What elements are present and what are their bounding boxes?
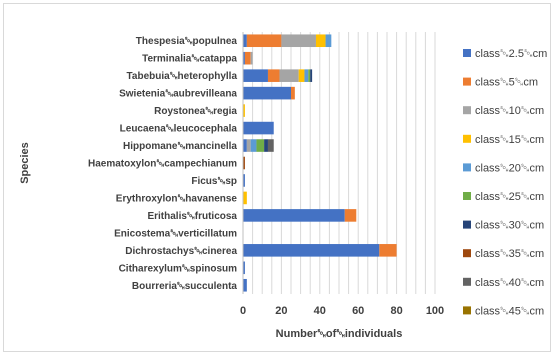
- x-tick-label: 100: [426, 305, 444, 317]
- species-label: Erithalis␁fruticosa: [147, 211, 237, 222]
- bar-segment: [243, 139, 247, 152]
- legend-swatch: [463, 77, 471, 86]
- bar-segment: [243, 191, 247, 205]
- bar-segment: [256, 139, 265, 152]
- bar-segment: [243, 278, 247, 292]
- bar-segment: [267, 69, 280, 82]
- bar-segment: [243, 244, 380, 257]
- stacked-bar-chart: Thespesia␁populnea Terminalia␁catappa Tabe…: [19, 32, 547, 340]
- legend-label: class␁20␁cm: [475, 162, 544, 174]
- legend-swatch: [463, 49, 471, 57]
- bar-segment: [267, 139, 274, 152]
- bar-segment: [344, 209, 357, 222]
- legend-swatch: [463, 306, 471, 315]
- species-label: Swietenia␁aubrevilleana: [119, 89, 237, 100]
- bar-segment: [264, 139, 268, 152]
- legend-label: class␁25␁cm: [475, 191, 544, 203]
- species-label: Haematoxylon␁campechianum: [88, 159, 237, 170]
- bar-segment: [243, 121, 274, 135]
- bar-segment: [243, 86, 291, 100]
- legend-swatch: [463, 192, 471, 200]
- species-label: Dichrostachys␁cinerea: [125, 246, 237, 257]
- species-label: Enicostema␁verticillatum: [114, 228, 237, 239]
- x-tick-label: 20: [275, 305, 287, 317]
- legend-label: class␁2.5␁cm: [475, 48, 547, 60]
- x-tick-labels: 0 20 40 60 80 100: [240, 305, 444, 317]
- bar-segment: [243, 51, 245, 65]
- bar-segment: [243, 34, 247, 48]
- legend-label: class␁15␁cm: [475, 134, 544, 146]
- bar-segment: [243, 156, 245, 170]
- species-label: Citharexylum␁spinosum: [119, 263, 238, 274]
- bar-segment: [298, 69, 305, 82]
- bars: [243, 34, 397, 292]
- species-label: Erythroxylon␁havanense: [116, 193, 238, 204]
- legend-label: class␁5␁cm: [475, 77, 538, 89]
- y-axis-title: Species: [19, 142, 31, 184]
- species-label: Tabebuia␁heterophylla: [127, 71, 238, 82]
- bar-segment: [243, 104, 245, 117]
- bar-segment: [243, 209, 345, 222]
- bar-segment: [310, 69, 313, 82]
- bar-segment: [250, 139, 257, 152]
- legend-label: class␁35␁cm: [475, 248, 544, 260]
- x-tick-label: 0: [240, 305, 246, 317]
- bar-segment: [308, 69, 311, 82]
- legend-swatch: [463, 249, 471, 258]
- legend-swatch: [463, 220, 471, 229]
- legend-swatch: [463, 277, 471, 286]
- bar-segment: [244, 51, 251, 65]
- bar-segment: [243, 174, 245, 187]
- bar-segment: [291, 86, 295, 100]
- legend: class␁2.5␁cm class␁5␁cm class␁10␁cm class␁1…: [463, 48, 547, 317]
- legend-swatch: [463, 163, 471, 172]
- bar-segment: [246, 34, 282, 48]
- species-label: Bourreria␁succulenta: [132, 281, 238, 292]
- legend-swatch: [463, 134, 471, 143]
- legend-label: class␁45␁cm: [475, 305, 544, 317]
- bar-segment: [315, 34, 326, 48]
- bar-segment: [304, 69, 309, 82]
- bar-segment: [325, 34, 332, 48]
- bar-segment: [243, 261, 245, 275]
- bar-segment: [379, 244, 397, 257]
- species-label: Terminalia␁catappa: [142, 54, 237, 65]
- bar-segment: [281, 34, 316, 48]
- species-label: Hippomane␁mancinella: [123, 141, 237, 152]
- species-label: Ficus␁sp: [191, 176, 237, 187]
- bar-segment: [279, 69, 299, 82]
- legend-label: class␁40␁cm: [475, 277, 544, 289]
- species-labels: Thespesia␁populnea Terminalia␁catappa Tabe…: [88, 36, 237, 292]
- x-tick-label: 80: [390, 305, 402, 317]
- species-label: Thespesia␁populnea: [136, 36, 238, 47]
- legend-label: class␁30␁cm: [475, 220, 544, 232]
- species-label: Leucaena␁leucocephala: [120, 124, 238, 135]
- legend-label: class␁10␁cm: [475, 105, 544, 117]
- bar-segment: [246, 139, 251, 152]
- bar-segment: [243, 69, 268, 82]
- x-tick-label: 60: [352, 305, 364, 317]
- x-axis-title: Number␁of␁individuals: [276, 328, 403, 340]
- bar-segment: [250, 51, 253, 65]
- legend-swatch: [463, 106, 471, 115]
- x-tick-label: 40: [314, 305, 326, 317]
- chart-frame: Thespesia␁populnea Terminalia␁catappa Tabe…: [3, 3, 551, 352]
- species-label: Roystonea␁regia: [154, 106, 237, 117]
